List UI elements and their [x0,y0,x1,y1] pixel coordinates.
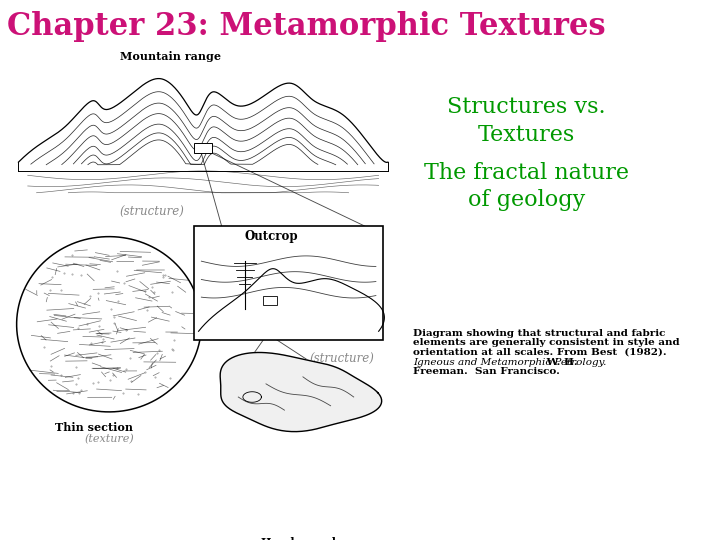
Text: Freeman.  San Francisco.: Freeman. San Francisco. [413,367,559,376]
Text: Structures vs.
Textures: Structures vs. Textures [447,97,606,145]
Text: Diagram showing that structural and fabric: Diagram showing that structural and fabr… [413,329,665,338]
Text: Hand sample: Hand sample [261,537,343,540]
Bar [194,143,212,153]
Text: orientation at all scales. From Best  (1982).: orientation at all scales. From Best (19… [413,348,667,357]
Text: W. H.: W. H. [543,357,577,367]
Text: Chapter 23: Metamorphic Textures: Chapter 23: Metamorphic Textures [7,11,606,42]
Bar [194,226,383,340]
Polygon shape [220,353,382,431]
Text: Outcrop: Outcrop [245,231,298,244]
Text: Mountain range: Mountain range [120,51,221,62]
Text: (structure): (structure) [309,353,374,366]
Text: Thin section: Thin section [55,422,133,434]
Bar [264,296,277,305]
Text: elements are generally consistent in style and: elements are generally consistent in sty… [413,338,680,347]
Text: (structure): (structure) [120,206,185,219]
Text: (texture): (texture) [84,434,134,444]
Text: The fractal nature
of geology: The fractal nature of geology [424,162,629,211]
Text: Igneous and Metamorphic Petrology.: Igneous and Metamorphic Petrology. [413,357,606,367]
